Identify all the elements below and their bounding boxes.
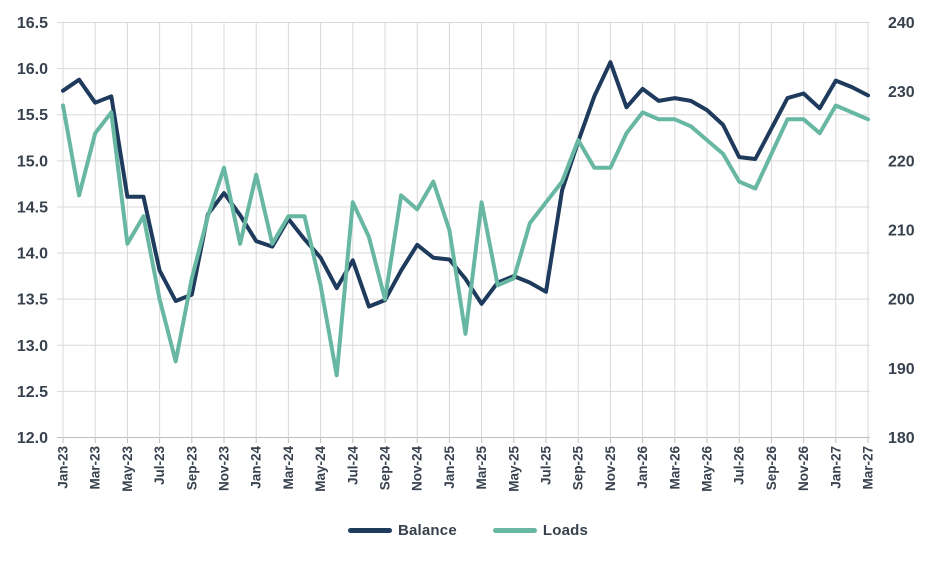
left-axis-tick-label: 15.5 bbox=[17, 107, 48, 124]
left-axis-tick-label: 15.0 bbox=[17, 153, 48, 170]
x-axis-tick-label: Sep-24 bbox=[378, 446, 393, 491]
left-axis-tick-label: 12.0 bbox=[17, 430, 48, 447]
x-axis-tick-label: Jan-26 bbox=[635, 446, 650, 489]
left-axis-tick-label: 16.0 bbox=[17, 61, 48, 78]
x-axis-tick-label: Mar-27 bbox=[861, 446, 876, 490]
loads-legend-label: Loads bbox=[542, 522, 589, 539]
x-axis-tick-label: May-25 bbox=[506, 446, 521, 492]
x-axis-tick-label: Sep-26 bbox=[764, 446, 779, 491]
x-axis-tick-label: Jul-25 bbox=[539, 446, 554, 486]
loads-series-line bbox=[61, 103, 870, 378]
x-axis-tick-label: May-24 bbox=[313, 446, 328, 492]
right-axis-tick-label: 210 bbox=[888, 223, 915, 240]
x-axis-tick-label: Mar-23 bbox=[88, 446, 103, 490]
right-axis-tick-label: 180 bbox=[888, 430, 915, 447]
right-axis-tick-label: 240 bbox=[888, 15, 915, 32]
x-axis-tick-label: Nov-26 bbox=[796, 446, 811, 492]
legend-item-loads[interactable]: Loads bbox=[492, 522, 589, 539]
chart-legend: Balance Loads bbox=[0, 522, 936, 539]
legend-item-balance[interactable]: Balance bbox=[347, 522, 457, 539]
loads-line-swatch bbox=[492, 528, 537, 533]
x-axis-tick-label: Nov-23 bbox=[217, 446, 232, 492]
x-axis-tick-label: Nov-25 bbox=[603, 446, 618, 492]
x-axis-tick-label: Sep-23 bbox=[184, 446, 199, 491]
x-axis-tick-label: Mar-24 bbox=[281, 446, 296, 490]
x-axis-tick-label: Jan-25 bbox=[442, 446, 457, 489]
x-axis-tick-label: Jul-26 bbox=[732, 446, 747, 486]
x-axis-tick-label: Jul-24 bbox=[345, 446, 360, 486]
x-axis-tick-label: May-26 bbox=[700, 446, 715, 492]
left-axis-tick-label: 12.5 bbox=[17, 384, 48, 401]
x-axis-tick-label: Jan-23 bbox=[56, 446, 71, 489]
balance-line-swatch bbox=[347, 528, 392, 533]
right-axis-tick-label: 230 bbox=[888, 84, 915, 101]
left-axis-tick-label: 14.0 bbox=[17, 246, 48, 263]
x-axis-tick-label: Jan-27 bbox=[828, 446, 843, 489]
right-axis-tick-label: 190 bbox=[888, 361, 915, 378]
x-axis-tick-label: Nov-24 bbox=[410, 446, 425, 492]
x-axis-tick-label: Mar-25 bbox=[474, 446, 489, 490]
balance-legend-label: Balance bbox=[397, 522, 457, 539]
x-axis-tick-label: May-23 bbox=[120, 446, 135, 492]
x-axis-tick-label: Mar-26 bbox=[667, 446, 682, 490]
right-axis-tick-label: 220 bbox=[888, 153, 915, 170]
x-axis-tick-label: Jul-23 bbox=[152, 446, 167, 486]
x-axis-tick-label: Sep-25 bbox=[571, 446, 586, 491]
right-axis-tick-label: 200 bbox=[888, 292, 915, 309]
x-axis-tick-label: Jan-24 bbox=[249, 446, 264, 489]
left-axis-tick-label: 14.5 bbox=[17, 199, 48, 216]
left-axis-tick-label: 16.5 bbox=[17, 15, 48, 32]
left-axis-tick-label: 13.0 bbox=[17, 338, 48, 355]
left-axis-tick-label: 13.5 bbox=[17, 292, 48, 309]
balance-series-line bbox=[61, 60, 870, 309]
